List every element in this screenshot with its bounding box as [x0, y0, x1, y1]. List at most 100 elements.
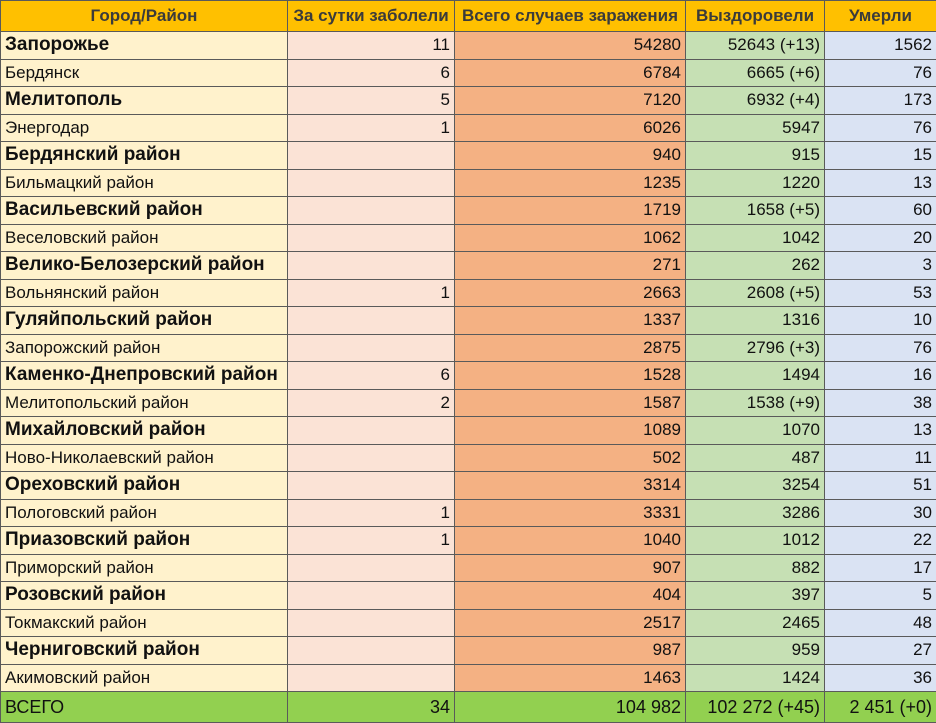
row-daily-cases: [288, 142, 455, 170]
row-name: Вольнянский район: [1, 279, 288, 307]
row-name: Бильмацкий район: [1, 169, 288, 197]
row-total-cases: 1235: [455, 169, 686, 197]
row-daily-cases: [288, 554, 455, 582]
row-daily-cases: [288, 169, 455, 197]
row-daily-cases: 6: [288, 362, 455, 390]
header-total-cases: Всего случаев заражения: [455, 1, 686, 32]
totals-daily-cases: 34: [288, 692, 455, 723]
row-daily-cases: [288, 252, 455, 280]
row-daily-cases: [288, 472, 455, 500]
row-total-cases: 3314: [455, 472, 686, 500]
row-name: Михайловский район: [1, 417, 288, 445]
row-died: 13: [825, 417, 936, 445]
row-total-cases: 1062: [455, 224, 686, 252]
row-total-cases: 940: [455, 142, 686, 170]
row-name: Пологовский район: [1, 499, 288, 527]
header-city: Город/Район: [1, 1, 288, 32]
row-name: Акимовский район: [1, 664, 288, 692]
row-total-cases: 1463: [455, 664, 686, 692]
row-name: Ореховский район: [1, 472, 288, 500]
row-name: Энергодар: [1, 114, 288, 142]
row-daily-cases: 11: [288, 32, 455, 60]
row-recovered: 262: [686, 252, 825, 280]
row-recovered: 2465: [686, 609, 825, 637]
row-daily-cases: [288, 334, 455, 362]
row-died: 5: [825, 582, 936, 610]
row-daily-cases: 1: [288, 279, 455, 307]
row-died: 22: [825, 527, 936, 555]
row-recovered: 3286: [686, 499, 825, 527]
row-total-cases: 1040: [455, 527, 686, 555]
row-daily-cases: 5: [288, 87, 455, 115]
row-died: 3: [825, 252, 936, 280]
row-name: Бердянск: [1, 59, 288, 87]
row-total-cases: 2875: [455, 334, 686, 362]
row-died: 15: [825, 142, 936, 170]
row-died: 76: [825, 59, 936, 87]
row-name: Приазовский район: [1, 527, 288, 555]
row-name: Велико-Белозерский район: [1, 252, 288, 280]
row-recovered: 1494: [686, 362, 825, 390]
row-died: 76: [825, 334, 936, 362]
row-recovered: 1658 (+5): [686, 197, 825, 225]
row-daily-cases: 1: [288, 114, 455, 142]
header-recovered: Выздоровели: [686, 1, 825, 32]
row-name: Токмакский район: [1, 609, 288, 637]
row-name: Веселовский район: [1, 224, 288, 252]
row-recovered: 1220: [686, 169, 825, 197]
row-died: 173: [825, 87, 936, 115]
row-died: 38: [825, 389, 936, 417]
row-recovered: 6932 (+4): [686, 87, 825, 115]
row-total-cases: 6784: [455, 59, 686, 87]
row-name: Запорожье: [1, 32, 288, 60]
totals-row: ВСЕГО 34 104 982 102 272 (+45) 2 451 (+0…: [1, 692, 936, 723]
row-name: Мелитополь: [1, 87, 288, 115]
row-name: Запорожский район: [1, 334, 288, 362]
row-total-cases: 54280: [455, 32, 686, 60]
row-daily-cases: [288, 197, 455, 225]
row-died: 53: [825, 279, 936, 307]
row-daily-cases: 6: [288, 59, 455, 87]
row-name: Мелитопольский район: [1, 389, 288, 417]
header-daily-cases: За сутки заболели: [288, 1, 455, 32]
row-total-cases: 6026: [455, 114, 686, 142]
row-recovered: 1012: [686, 527, 825, 555]
row-died: 16: [825, 362, 936, 390]
row-died: 13: [825, 169, 936, 197]
row-name: Каменко-Днепровский район: [1, 362, 288, 390]
row-name: Ново-Николаевский район: [1, 444, 288, 472]
row-recovered: 52643 (+13): [686, 32, 825, 60]
row-daily-cases: 1: [288, 527, 455, 555]
row-total-cases: 502: [455, 444, 686, 472]
row-daily-cases: [288, 609, 455, 637]
row-total-cases: 1587: [455, 389, 686, 417]
row-total-cases: 1337: [455, 307, 686, 335]
row-recovered: 1424: [686, 664, 825, 692]
row-total-cases: 2663: [455, 279, 686, 307]
row-died: 51: [825, 472, 936, 500]
row-died: 48: [825, 609, 936, 637]
row-recovered: 1316: [686, 307, 825, 335]
row-total-cases: 987: [455, 637, 686, 665]
row-name: Розовский район: [1, 582, 288, 610]
row-daily-cases: [288, 444, 455, 472]
row-daily-cases: [288, 582, 455, 610]
row-total-cases: 1089: [455, 417, 686, 445]
row-total-cases: 404: [455, 582, 686, 610]
row-died: 76: [825, 114, 936, 142]
